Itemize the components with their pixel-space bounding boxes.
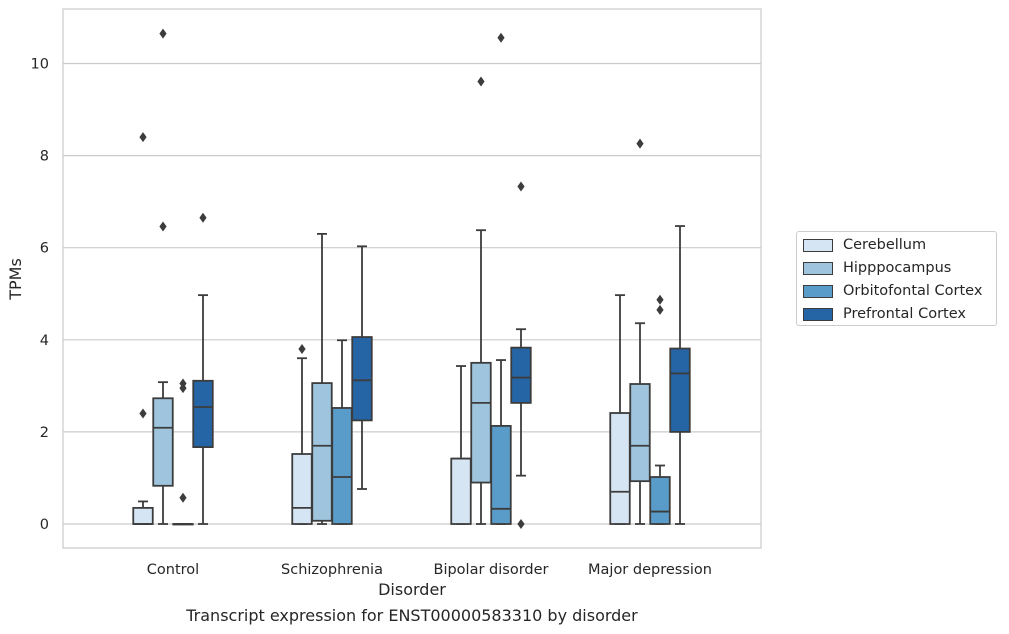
outlier-point — [656, 304, 664, 315]
y-tick-label: 2 — [40, 425, 49, 441]
iqr-box — [132, 506, 154, 525]
outlier-point — [497, 32, 505, 43]
legend-label: Orbitofontal Cortex — [843, 283, 983, 299]
outlier-point — [298, 344, 306, 355]
box-hipppocampus — [152, 28, 174, 525]
y-tick-label: 10 — [31, 57, 49, 73]
outlier-point — [477, 76, 485, 87]
plot-frame — [62, 8, 762, 549]
box-cerebellum — [132, 132, 154, 525]
outlier-point — [199, 212, 207, 223]
legend-item-cerebellum: Cerebellum — [803, 235, 926, 255]
x-tick-label: Control — [147, 562, 199, 578]
iqr-box — [609, 412, 631, 525]
legend-label: Hipppocampus — [843, 260, 952, 276]
legend-swatch — [803, 307, 833, 321]
box-prefrontal-cortex — [510, 181, 532, 529]
box-hipppocampus — [629, 138, 651, 525]
y-tick-label: 4 — [40, 333, 49, 349]
outlier-point — [517, 519, 525, 529]
x-tick-label: Schizophrenia — [281, 562, 383, 578]
legend-swatch — [803, 261, 833, 275]
box-orbitofontal-cortex — [331, 339, 353, 525]
y-tick-label: 6 — [40, 241, 49, 257]
box-hipppocampus — [470, 76, 492, 525]
iqr-box — [450, 457, 472, 525]
outlier-point — [656, 294, 664, 305]
iqr-box — [351, 336, 373, 422]
legend: Cerebellum Hipppocampus Orbitofontal Cor… — [796, 231, 997, 326]
iqr-box — [311, 382, 333, 522]
iqr-box — [291, 453, 313, 525]
legend-label: Cerebellum — [843, 237, 927, 253]
box-cerebellum — [291, 344, 313, 525]
outlier-point — [159, 28, 167, 39]
legend-swatch — [803, 284, 833, 298]
outlier-point — [517, 181, 525, 192]
figure-caption: Transcript expression for ENST0000058331… — [186, 606, 638, 625]
legend-item-prefrontal: Prefrontal Cortex — [803, 304, 966, 324]
box-prefrontal-cortex — [351, 245, 373, 490]
y-tick-label: 0 — [40, 517, 49, 533]
iqr-box — [331, 407, 353, 525]
legend-item-orbitofrontal: Orbitofontal Cortex — [803, 281, 982, 301]
iqr-box — [192, 379, 214, 448]
iqr-box — [510, 346, 532, 404]
box-hipppocampus — [311, 232, 333, 525]
iqr-box — [490, 425, 512, 525]
box-orbitofontal-cortex — [172, 378, 194, 526]
iqr-box — [669, 347, 691, 433]
y-tick-labels: 0 2 4 6 8 10 — [31, 57, 49, 534]
outlier-point — [139, 132, 147, 143]
legend-item-hippocampus: Hipppocampus — [803, 258, 951, 278]
x-tick-label: Major depression — [588, 562, 712, 578]
box-orbitofontal-cortex — [490, 32, 512, 525]
y-tick-label: 8 — [40, 149, 49, 165]
iqr-box — [629, 383, 651, 483]
y-axis-label: TPMs — [6, 258, 25, 301]
outlier-point — [179, 378, 187, 389]
outlier-point — [636, 138, 644, 149]
outlier-point — [179, 492, 187, 503]
box-prefrontal-cortex — [192, 212, 214, 525]
outlier-point — [139, 408, 147, 419]
iqr-box — [152, 397, 174, 487]
box-cerebellum — [450, 365, 472, 525]
box-prefrontal-cortex — [669, 225, 691, 525]
x-axis-label: Disorder — [378, 580, 446, 599]
x-tick-label: Bipolar disorder — [434, 562, 549, 578]
legend-label: Prefrontal Cortex — [843, 306, 966, 322]
box-cerebellum — [609, 294, 631, 525]
iqr-box — [470, 361, 492, 484]
boxes — [132, 28, 691, 529]
legend-swatch — [803, 238, 833, 252]
x-tick-labels: Control Schizophrenia Bipolar disorder Majo… — [147, 562, 712, 578]
box-orbitofontal-cortex — [649, 294, 671, 525]
outlier-point — [159, 221, 167, 232]
iqr-box — [649, 476, 671, 525]
